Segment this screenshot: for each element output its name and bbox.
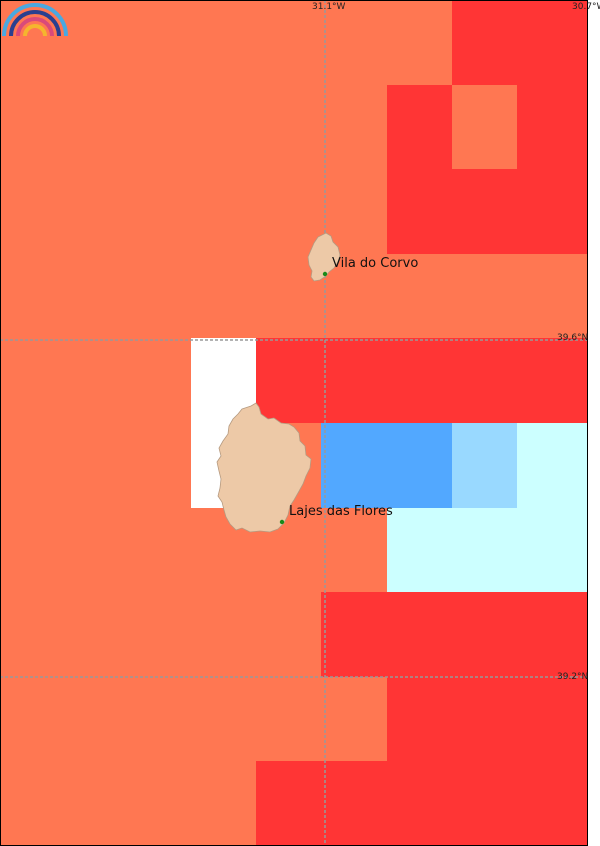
grid-cell	[452, 761, 517, 846]
grid-cell	[387, 592, 452, 677]
grid-cell	[387, 761, 452, 846]
grid-cell	[452, 169, 517, 254]
grid-cell	[321, 338, 387, 423]
town-label-vila-do-corvo[interactable]: Vila do Corvo	[332, 256, 419, 271]
grid-cell	[452, 592, 517, 677]
lon-label-31-1w: 31.1°W	[312, 2, 346, 12]
town-label-lajes-das-flores[interactable]: Lajes das Flores	[289, 504, 393, 519]
grid-cell	[191, 592, 256, 677]
grid-cell	[517, 169, 587, 254]
grid-cell	[517, 0, 587, 85]
grid-cell	[126, 423, 191, 508]
grid-cell	[452, 85, 517, 169]
grid-cell	[452, 254, 517, 338]
grid-cell	[126, 0, 191, 85]
grid-cell	[517, 508, 587, 592]
grid-cell	[126, 85, 191, 169]
grid-cell	[60, 85, 126, 169]
grid-cell	[387, 254, 452, 338]
grid-cell	[60, 592, 126, 677]
grid-cell	[321, 423, 387, 508]
grid-cell	[517, 677, 587, 761]
lon-label-30-7w: 30.7°W	[572, 2, 600, 12]
grid-cell	[126, 338, 191, 423]
grid-cell	[517, 423, 587, 508]
grid-cell	[60, 169, 126, 254]
grid-cell	[0, 508, 60, 592]
grid-cell	[0, 85, 60, 169]
grid-cell	[0, 169, 60, 254]
grid-cell	[452, 0, 517, 85]
grid-cell	[517, 761, 587, 846]
grid-cell	[321, 761, 387, 846]
grid-cell	[387, 85, 452, 169]
grid-cell	[517, 338, 587, 423]
grid-cell	[452, 423, 517, 508]
grid-cell	[0, 677, 60, 761]
grid-cell	[191, 254, 256, 338]
grid-cell	[256, 169, 321, 254]
grid-cell	[452, 677, 517, 761]
grid-cell	[191, 169, 256, 254]
lat-label-39-6n: 39.6°N	[557, 333, 589, 343]
grid-cell	[191, 0, 256, 85]
islands-layer	[216, 232, 341, 533]
towns-layer	[279, 271, 328, 525]
grid-cell	[60, 677, 126, 761]
grid-cell	[0, 423, 60, 508]
grid-cell	[126, 169, 191, 254]
grid-cell	[321, 592, 387, 677]
grid-cell	[387, 169, 452, 254]
town-dot-vila-do-corvo[interactable]	[322, 271, 328, 277]
lat-label-39-2n: 39.2°N	[557, 672, 589, 682]
grid-cell	[191, 761, 256, 846]
town-dot-lajes-das-flores[interactable]	[279, 519, 285, 525]
grid-cell	[126, 508, 191, 592]
grid-cell	[321, 0, 387, 85]
grid-cell	[256, 761, 321, 846]
grid-cell	[321, 677, 387, 761]
grid-cell	[126, 761, 191, 846]
grid-cell	[60, 254, 126, 338]
grid-cell	[60, 508, 126, 592]
grid-cell	[60, 338, 126, 423]
grid-cell	[387, 338, 452, 423]
grid-cell	[256, 85, 321, 169]
grid-cell	[387, 423, 452, 508]
grid-cell	[191, 677, 256, 761]
grid-cell	[0, 592, 60, 677]
grid-cell	[321, 508, 387, 592]
grid-cell	[0, 338, 60, 423]
grid-cell	[60, 761, 126, 846]
flores-island	[216, 402, 312, 533]
grid-cell	[60, 0, 126, 85]
grid-cell	[452, 508, 517, 592]
grid-cell	[0, 761, 60, 846]
grid-cell	[191, 85, 256, 169]
grid-cell	[387, 0, 452, 85]
grid-cell	[126, 254, 191, 338]
grid-cell	[256, 338, 321, 423]
grid-cell	[60, 423, 126, 508]
grid-cell	[0, 254, 60, 338]
grid-cell	[256, 677, 321, 761]
grid-cell	[387, 677, 452, 761]
corvo-island	[307, 232, 341, 282]
data-grid-layer	[0, 0, 587, 846]
rainbow-logo	[2, 3, 68, 37]
grid-cell	[126, 677, 191, 761]
grid-cell	[256, 592, 321, 677]
grid-cell	[321, 85, 387, 169]
grid-cell	[256, 0, 321, 85]
grid-cell	[517, 254, 587, 338]
graticule-layer	[0, 0, 587, 846]
grid-cell	[387, 508, 452, 592]
grid-cell	[517, 592, 587, 677]
grid-cell	[126, 592, 191, 677]
grid-cell	[452, 338, 517, 423]
grid-cell	[517, 85, 587, 169]
